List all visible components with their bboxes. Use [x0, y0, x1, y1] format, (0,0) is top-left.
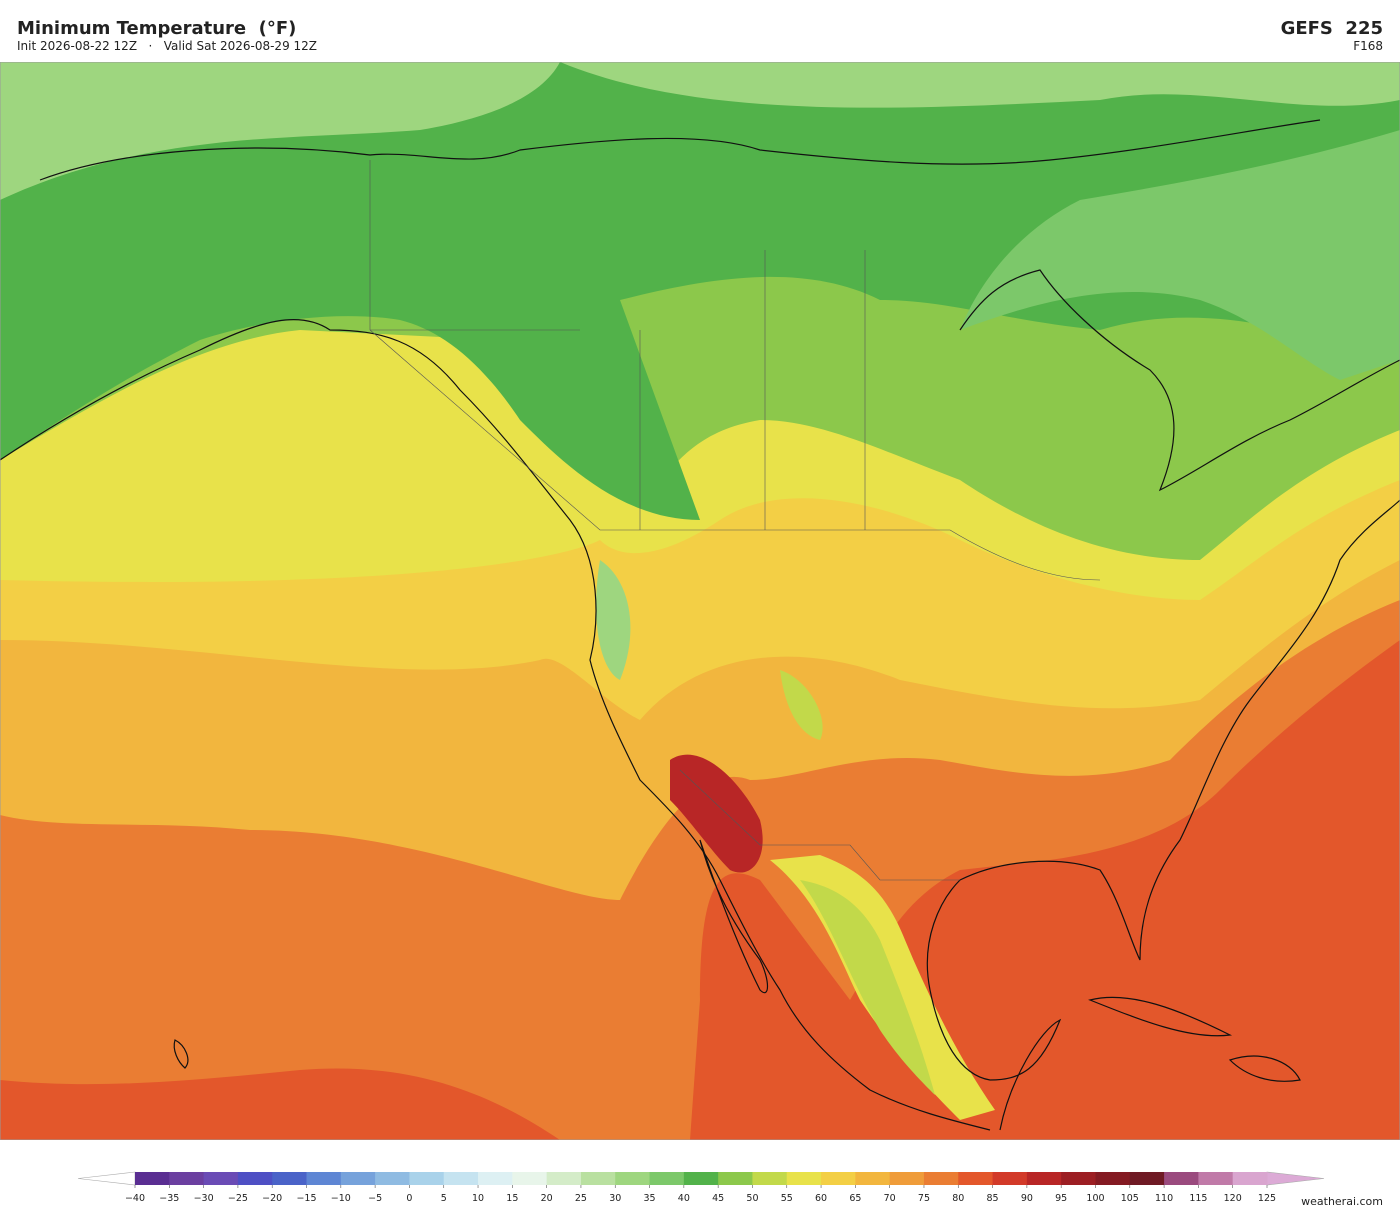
colorbar-tick-label: 60	[815, 1193, 827, 1204]
colorbar-segment	[272, 1172, 308, 1185]
colorbar-segment	[992, 1172, 1028, 1185]
colorbar-tick-label: 25	[575, 1193, 587, 1204]
colorbar-tick-label: 105	[1121, 1193, 1139, 1204]
forecast-hour: F168	[1353, 39, 1383, 53]
colorbar-tick-label: 20	[541, 1193, 553, 1204]
colorbar-segment	[580, 1172, 616, 1185]
map-subtitle: Init 2026-08-22 12Z · Valid Sat 2026-08-…	[17, 39, 317, 53]
colorbar-segment	[340, 1172, 376, 1185]
colorbar-segment	[203, 1172, 239, 1185]
colorbar-segment	[615, 1172, 651, 1185]
colorbar-segment	[409, 1172, 445, 1185]
colorbar-tick-label: 90	[1021, 1193, 1033, 1204]
colorbar-segment	[855, 1172, 891, 1185]
colorbar-tick-label: 70	[884, 1193, 896, 1204]
colorbar-over	[1266, 1171, 1325, 1186]
colorbar-segment	[1026, 1172, 1062, 1185]
colorbar-segment	[1164, 1172, 1199, 1185]
colorbar-segment	[1061, 1172, 1096, 1185]
colorbar-tick-label: 10	[472, 1193, 484, 1204]
colorbar-segment	[1095, 1172, 1131, 1185]
colorbar-tick-label: −40	[125, 1193, 145, 1204]
colorbar-tick-label: 95	[1055, 1193, 1067, 1204]
colorbar-segment	[958, 1172, 994, 1185]
colorbar-segment	[1232, 1172, 1268, 1185]
colorbar-tick-label: 5	[441, 1193, 447, 1204]
colorbar-tick-label: 15	[506, 1193, 518, 1204]
colorbar-segment	[649, 1172, 685, 1185]
colorbar-segment	[512, 1172, 548, 1185]
colorbar-tick-label: 65	[849, 1193, 861, 1204]
colorbar-tick-label: 100	[1086, 1193, 1104, 1204]
credit: weatherai.com	[1301, 1195, 1383, 1208]
colorbar-tick-label: 50	[746, 1193, 758, 1204]
colorbar-tick-label: 110	[1155, 1193, 1173, 1204]
colorbar-segment	[546, 1172, 582, 1185]
colorbar-tick-label: 35	[643, 1193, 655, 1204]
map	[0, 62, 1400, 1140]
colorbar-tick-label: 0	[406, 1193, 412, 1204]
colorbar-tick-label: −25	[228, 1193, 248, 1204]
colorbar-tick-label: −35	[159, 1193, 179, 1204]
colorbar-segment	[1198, 1172, 1234, 1185]
colorbar-segment	[478, 1172, 513, 1185]
colorbar-tick-label: 55	[781, 1193, 793, 1204]
colorbar-tick-label: −5	[368, 1193, 382, 1204]
colorbar-under	[77, 1171, 136, 1186]
colorbar-segment	[306, 1172, 342, 1185]
colorbar-tick-label: −20	[262, 1193, 282, 1204]
colorbar-tick-label: 80	[952, 1193, 964, 1204]
colorbar-segment	[135, 1172, 170, 1185]
colorbar-segment	[889, 1172, 925, 1185]
colorbar-tick-label: −30	[194, 1193, 214, 1204]
colorbar-tick-label: −15	[296, 1193, 316, 1204]
colorbar-tick-label: 45	[712, 1193, 724, 1204]
colorbar-tick-label: 125	[1258, 1193, 1276, 1204]
colorbar-tick-label: 115	[1189, 1193, 1207, 1204]
colorbar-tick-label: −10	[331, 1193, 351, 1204]
colorbar-segment	[375, 1172, 410, 1185]
colorbar-segment	[1129, 1172, 1165, 1185]
colorbar-segment	[683, 1172, 719, 1185]
colorbar-segment	[169, 1172, 205, 1185]
colorbar: −40 −35 −30 −25 −20 −15 −10 −5 0 5 10 15 20 25 30 35 40 4…	[77, 1171, 1325, 1204]
colorbar-segment	[821, 1172, 856, 1185]
colorbar-segment	[752, 1172, 788, 1185]
colorbar-segment	[237, 1172, 273, 1185]
colorbar-tick-label: 40	[678, 1193, 690, 1204]
colorbar-segment	[718, 1172, 753, 1185]
colorbar-segment	[443, 1172, 479, 1185]
colorbar-segment	[786, 1172, 822, 1185]
colorbar-tick-label: 85	[987, 1193, 999, 1204]
model-label: GEFS 225	[1281, 18, 1383, 39]
colorbar-tick-label: 120	[1224, 1193, 1242, 1204]
colorbar-tick-label: 30	[609, 1193, 621, 1204]
colorbar-tick-label: 75	[918, 1193, 930, 1204]
colorbar-segment	[923, 1172, 959, 1185]
map-title: Minimum Temperature (°F)	[17, 18, 296, 39]
